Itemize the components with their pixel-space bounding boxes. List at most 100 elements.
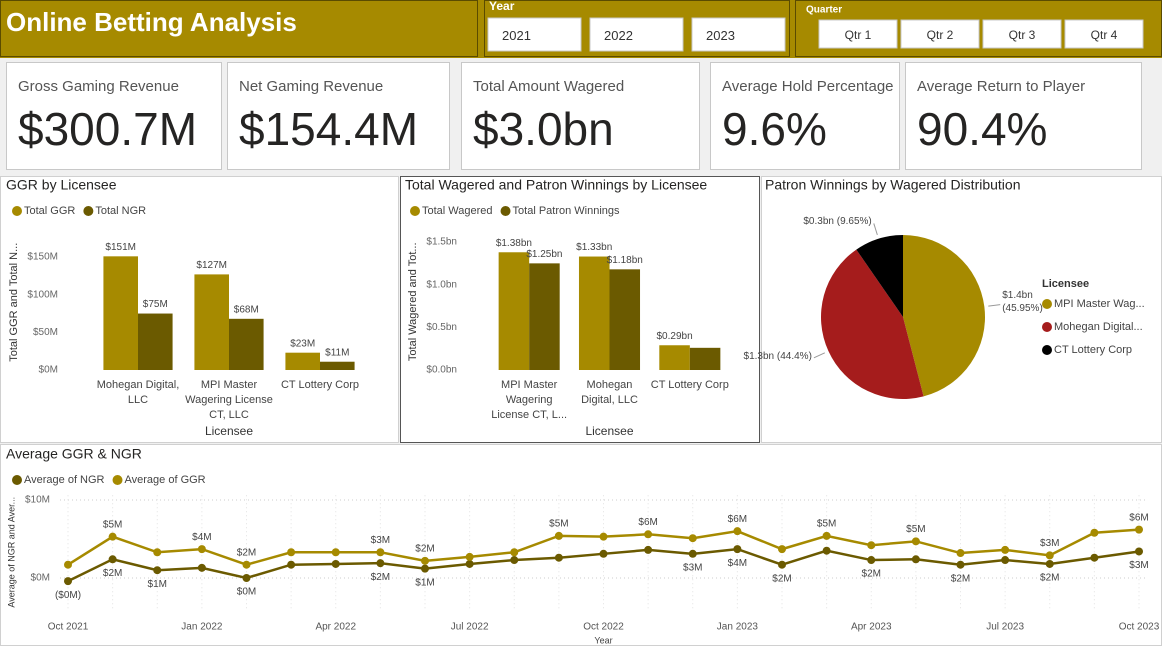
data-label: $1.33bn bbox=[576, 242, 612, 253]
data-label: $11M bbox=[325, 347, 349, 358]
kpi-card bbox=[227, 62, 450, 170]
line-point bbox=[242, 560, 251, 569]
slicer-button[interactable] bbox=[1064, 19, 1144, 49]
data-label: $23M bbox=[290, 338, 315, 349]
slicer-button[interactable] bbox=[982, 19, 1062, 49]
y-tick-label: $0M bbox=[39, 365, 58, 376]
data-label-box: $1.3bn (44.4%) bbox=[743, 350, 812, 362]
bar bbox=[320, 361, 355, 370]
data-label: $1.38bn bbox=[496, 238, 532, 249]
data-label: $6M bbox=[1129, 512, 1148, 523]
legend-marker bbox=[1042, 299, 1052, 309]
panel bbox=[0, 444, 1162, 646]
line-point bbox=[1135, 547, 1143, 556]
line-point bbox=[867, 556, 876, 565]
data-label: $5M bbox=[549, 519, 568, 530]
legend-marker bbox=[12, 206, 22, 216]
legend-label: Average of GGR bbox=[125, 474, 206, 486]
data-label: $6M bbox=[638, 517, 657, 528]
line-point bbox=[465, 552, 474, 561]
y-tick-label: $150M bbox=[27, 252, 58, 263]
slicer-option: 2022 bbox=[604, 28, 633, 43]
kpi-value: 90.4% bbox=[917, 103, 1047, 155]
y-tick-label: $0M bbox=[31, 573, 50, 584]
line-point bbox=[956, 560, 965, 569]
data-label: $1.25bn bbox=[526, 249, 562, 260]
slicer-button[interactable] bbox=[818, 19, 898, 49]
data-label: $1.3bn (44.4%) bbox=[743, 350, 812, 362]
bar bbox=[103, 256, 138, 370]
bar bbox=[498, 252, 530, 370]
data-label: $1.4bn (45.95%) bbox=[1002, 289, 1043, 314]
line-point bbox=[153, 548, 162, 557]
chart-title: GGR by Licensee bbox=[6, 177, 117, 193]
slicer-button[interactable] bbox=[487, 17, 582, 52]
kpi-card bbox=[461, 62, 700, 170]
line-point bbox=[510, 548, 519, 557]
line-point bbox=[197, 545, 206, 554]
data-label: $0.29bn bbox=[656, 331, 692, 342]
legend-label: Total Patron Winnings bbox=[513, 205, 620, 217]
data-label: $4M bbox=[728, 558, 747, 569]
slicer-button[interactable] bbox=[691, 17, 786, 52]
kpi-label: Average Hold Percentage bbox=[722, 78, 894, 95]
chart-title: Average GGR & NGR bbox=[6, 446, 142, 462]
line-point bbox=[287, 548, 296, 557]
slicer-option: 2023 bbox=[706, 28, 735, 43]
line-point bbox=[197, 563, 206, 572]
line-point bbox=[911, 555, 920, 564]
data-label: $2M bbox=[951, 573, 970, 584]
x-tick-label-box: Mohegan Digital, LLC bbox=[96, 379, 180, 406]
leader-line bbox=[988, 304, 1001, 307]
data-label: $2M bbox=[415, 543, 434, 554]
data-label-box: $1.4bn (45.95%) bbox=[1002, 289, 1043, 314]
data-label: $75M bbox=[143, 299, 168, 310]
line-point bbox=[1045, 559, 1054, 568]
leader-line bbox=[813, 352, 826, 359]
line-point bbox=[465, 559, 474, 568]
legend-marker bbox=[83, 206, 94, 216]
line-point bbox=[64, 560, 72, 569]
kpi-card bbox=[905, 62, 1142, 170]
slicer-option: Qtr 1 bbox=[845, 28, 872, 42]
line-point bbox=[778, 560, 786, 569]
slicer-button[interactable] bbox=[900, 19, 980, 49]
line-point bbox=[421, 564, 429, 573]
bar bbox=[138, 313, 173, 370]
line-point bbox=[331, 559, 340, 568]
legend-marker bbox=[1042, 345, 1052, 355]
data-label: ($0M) bbox=[55, 590, 81, 601]
data-label: $2M bbox=[237, 547, 256, 558]
legend-label: Mohegan Digital... bbox=[1054, 321, 1143, 333]
line-point bbox=[867, 541, 876, 550]
x-tick-label: Oct 2023 bbox=[1119, 622, 1160, 633]
bar bbox=[285, 352, 320, 370]
legend-marker bbox=[112, 475, 123, 485]
data-label: $5M bbox=[103, 519, 122, 530]
kpi-label: Average Return to Player bbox=[917, 78, 1085, 95]
year-slicer-box bbox=[484, 0, 790, 57]
line-point bbox=[688, 534, 697, 543]
x-tick-label: Mohegan Digital, LLC bbox=[581, 379, 638, 406]
data-label: $2M bbox=[103, 568, 122, 579]
kpi-value: $3.0bn bbox=[473, 103, 614, 155]
legend-label: CT Lottery Corp bbox=[1054, 344, 1132, 356]
data-label: $68M bbox=[234, 304, 259, 315]
y-tick-label: $0.5bn bbox=[426, 322, 457, 333]
line-point bbox=[376, 548, 385, 557]
x-tick-label: Oct 2021 bbox=[48, 622, 89, 633]
data-label: $1M bbox=[148, 579, 167, 590]
kpi-value: $154.4M bbox=[239, 103, 418, 155]
line-point bbox=[644, 545, 653, 554]
y-tick-label: $0.0bn bbox=[426, 365, 457, 376]
line-point bbox=[1135, 525, 1143, 534]
line-point bbox=[153, 566, 162, 575]
x-tick-label-box: MPI Master Wagering License CT, LLC bbox=[185, 379, 273, 421]
legend-label: Total NGR bbox=[95, 205, 146, 217]
x-tick-label: Mohegan Digital, LLC bbox=[96, 379, 180, 406]
y-tick-label: $10M bbox=[25, 495, 50, 506]
slicer-button[interactable] bbox=[589, 17, 684, 52]
line-point bbox=[733, 545, 742, 554]
x-axis-title: Licensee bbox=[205, 424, 253, 438]
